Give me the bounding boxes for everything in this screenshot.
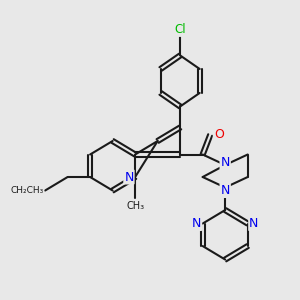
Text: N: N: [220, 155, 230, 169]
Text: N: N: [124, 170, 134, 184]
Text: CH₂CH₃: CH₂CH₃: [10, 186, 44, 195]
Text: N: N: [220, 184, 230, 197]
Text: Cl: Cl: [174, 23, 186, 36]
Text: CH₃: CH₃: [126, 201, 144, 211]
Text: N: N: [192, 217, 201, 230]
Text: O: O: [214, 128, 224, 142]
Text: N: N: [249, 217, 259, 230]
